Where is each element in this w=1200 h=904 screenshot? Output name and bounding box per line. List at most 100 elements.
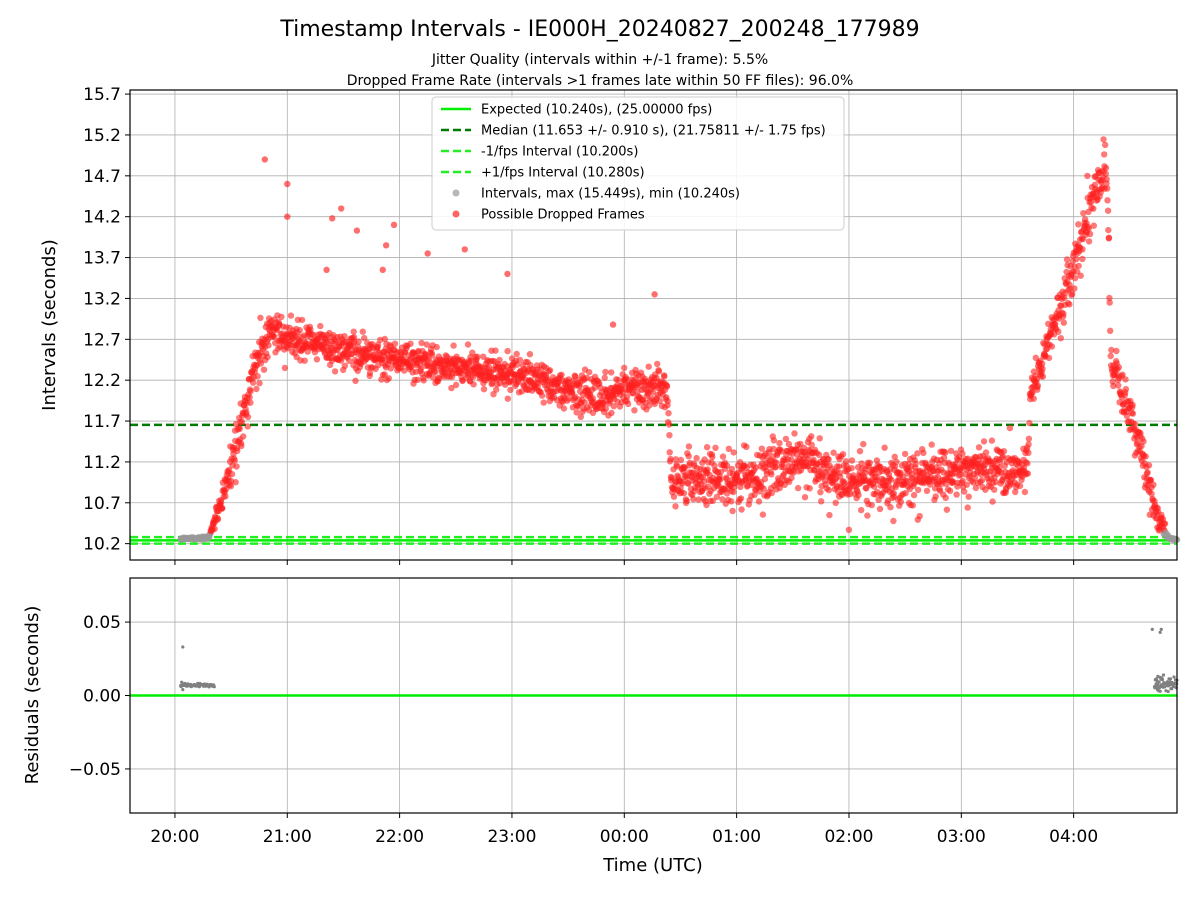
- residual-outlier: [1161, 673, 1166, 677]
- dropped-frame-point: [887, 504, 894, 511]
- residual-point: [1163, 685, 1167, 689]
- dropped-frame-point: [1085, 238, 1093, 245]
- dropped-frame-point: [513, 350, 520, 358]
- dropped-frame-point: [1073, 255, 1080, 263]
- dropped-frame-point: [391, 340, 399, 347]
- legend-box: [431, 96, 845, 231]
- dropped-frame-point: [1084, 172, 1091, 180]
- residual-point: [1157, 680, 1161, 684]
- dropped-frame-point: [260, 366, 268, 373]
- dropped-frame-point: [776, 439, 783, 447]
- dropped-frame-outlier: [424, 250, 431, 257]
- dropped-frame-outlier: [461, 246, 468, 253]
- dropped-frame-point: [695, 496, 702, 503]
- dropped-frame-point: [1075, 262, 1082, 270]
- dropped-frame-point: [703, 501, 710, 509]
- dropped-frame-point: [825, 486, 832, 494]
- dropped-frame-point: [631, 407, 638, 414]
- dropped-frame-point: [558, 371, 565, 378]
- dropped-frame-point: [507, 386, 514, 394]
- dropped-frame-point: [963, 481, 970, 488]
- dropped-frame-point: [1086, 230, 1094, 238]
- dropped-frame-point: [608, 409, 615, 417]
- dropped-frame-point: [504, 347, 511, 355]
- chart-subtitle-jitter: Jitter Quality (intervals within +/-1 fr…: [431, 52, 768, 68]
- dropped-frame-point: [964, 504, 971, 511]
- dropped-frame-point: [685, 443, 693, 450]
- dropped-frame-point: [271, 333, 278, 340]
- dropped-frame-point: [826, 511, 833, 519]
- bottom-x-axis-ticks: 20:00 21:00 22:00 23:00 00:00 01:00 02:00 03:00…: [150, 813, 1098, 847]
- dropped-frame-point: [891, 453, 898, 460]
- dropped-frame-point: [950, 478, 957, 485]
- x-axis-label: Time (UTC): [602, 855, 703, 876]
- dropped-frame-point: [355, 338, 362, 345]
- dropped-frame-point: [496, 356, 503, 364]
- dropped-frame-point: [1039, 365, 1046, 373]
- top-y-axis-label: Intervals (seconds): [39, 239, 60, 411]
- dropped-frame-point: [1071, 274, 1079, 282]
- dropped-frame-point: [265, 342, 272, 349]
- dropped-frame-point: [1048, 343, 1056, 350]
- dropped-frame-point: [655, 368, 663, 375]
- dropped-frame-point: [256, 380, 263, 387]
- dropped-frame-point: [1123, 412, 1131, 419]
- dropped-frame-point: [673, 463, 681, 470]
- dropped-frame-point: [664, 398, 671, 405]
- dropped-frame-point: [1142, 453, 1149, 460]
- dropped-frame-point: [586, 369, 593, 376]
- dropped-frame-point: [1105, 234, 1113, 241]
- dropped-frame-point: [717, 468, 724, 476]
- dropped-frame-point: [433, 343, 440, 351]
- dropped-frame-point: [785, 440, 793, 448]
- dropped-frame-point: [837, 473, 844, 480]
- dropped-frame-point: [806, 485, 813, 492]
- dropped-frame-point: [654, 360, 661, 368]
- top-y-tick-label: 12.2: [83, 371, 121, 391]
- dropped-frame-point: [1108, 346, 1115, 354]
- dropped-frame-point: [1129, 401, 1136, 409]
- dropped-frame-point: [728, 465, 736, 473]
- dropped-frame-outlier: [323, 266, 330, 274]
- dropped-frame-point: [217, 499, 225, 506]
- dropped-frame-outlier: [609, 321, 617, 328]
- dropped-frame-point: [1102, 164, 1110, 172]
- dropped-frame-point: [474, 353, 481, 360]
- dropped-frame-point: [1147, 476, 1155, 484]
- dropped-frame-point: [743, 443, 750, 450]
- top-scatter-points: [177, 136, 1181, 544]
- residual-outlier: [1158, 630, 1162, 634]
- dropped-frame-point: [1106, 294, 1113, 302]
- dropped-frame-point: [1071, 285, 1078, 292]
- dropped-frame-point: [667, 455, 674, 463]
- dropped-frame-point: [538, 392, 546, 399]
- dropped-frame-point: [684, 480, 692, 487]
- dropped-frame-point: [1110, 382, 1117, 390]
- dropped-frame-point: [602, 405, 609, 412]
- dropped-frame-point: [254, 373, 261, 380]
- dropped-frame-point: [281, 364, 289, 372]
- legend-marker-dropped: [452, 210, 460, 218]
- dropped-frame-point: [1055, 328, 1062, 335]
- dropped-frame-point: [957, 471, 964, 478]
- dropped-frame-point: [890, 517, 897, 525]
- dropped-frame-point: [972, 484, 980, 492]
- dropped-frame-point: [988, 437, 996, 444]
- dropped-frame-point: [247, 388, 254, 395]
- dropped-frame-point: [914, 450, 921, 457]
- dropped-frame-point: [238, 442, 245, 450]
- dropped-frame-point: [876, 505, 884, 513]
- dropped-frame-point: [755, 498, 763, 505]
- dropped-frame-point: [240, 433, 247, 440]
- dropped-frame-point: [1102, 170, 1110, 178]
- bottom-y-axis-label: Residuals (seconds): [22, 606, 43, 785]
- dropped-frame-point: [901, 450, 909, 458]
- dropped-frame-point: [1006, 424, 1014, 432]
- dropped-frame-point: [943, 506, 951, 513]
- dropped-frame-point: [709, 497, 716, 504]
- dropped-frame-point: [646, 402, 653, 409]
- top-y-tick-label: 14.2: [83, 208, 121, 228]
- dropped-frame-point: [232, 479, 239, 486]
- dropped-frame-point: [782, 435, 790, 443]
- dropped-frame-point: [622, 375, 630, 382]
